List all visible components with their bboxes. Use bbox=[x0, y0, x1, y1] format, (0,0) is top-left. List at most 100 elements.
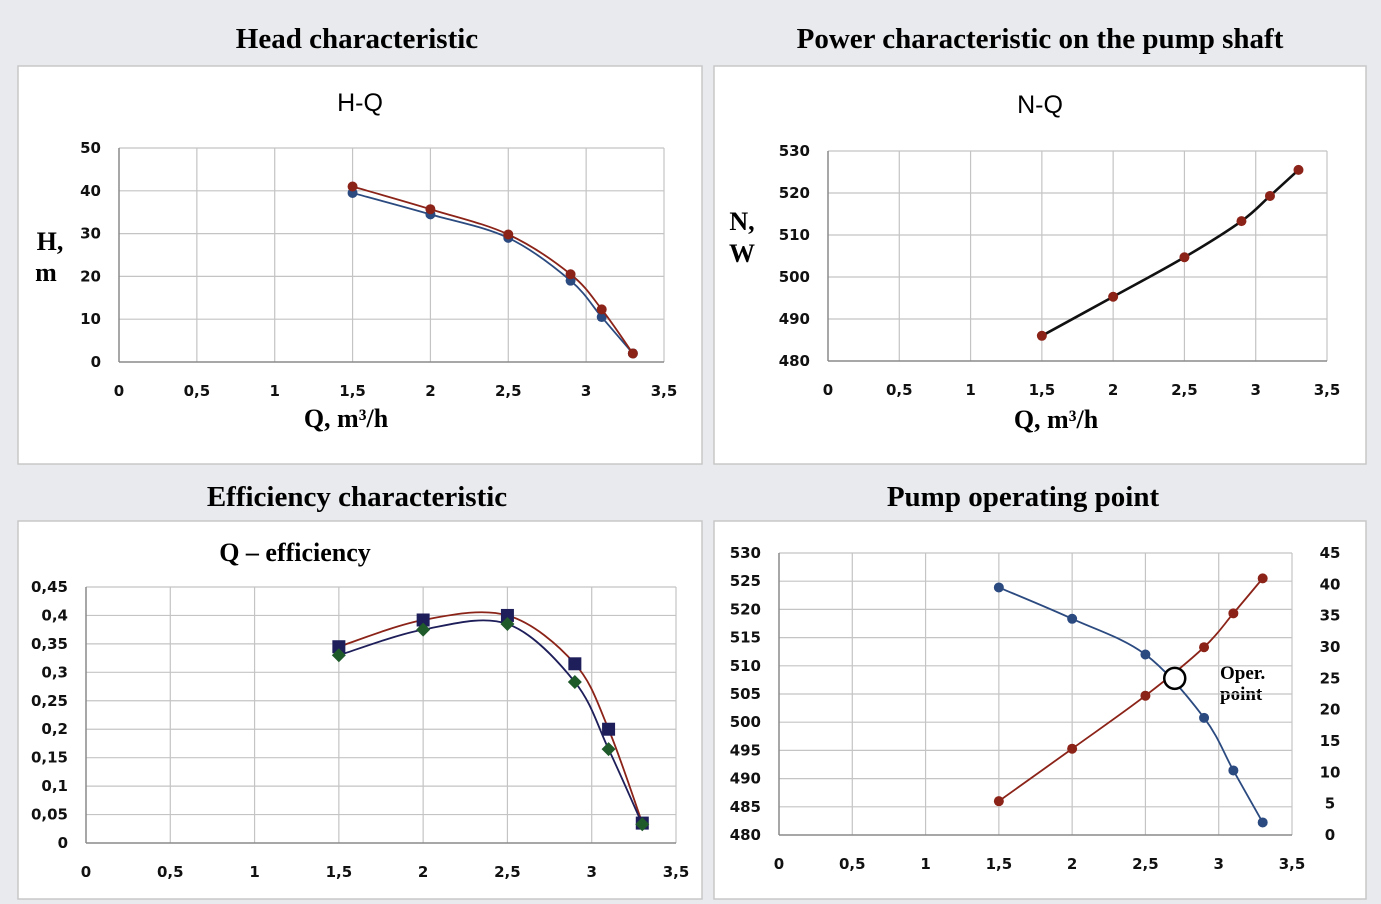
operating-y-tick: 520 bbox=[730, 600, 761, 618]
operating-point-marker bbox=[1162, 666, 1187, 691]
efficiency-y-tick: 0,3 bbox=[41, 663, 68, 681]
operating-y-tick-right: 30 bbox=[1320, 638, 1341, 656]
head-series-1-point bbox=[627, 348, 638, 359]
operating-y-tick: 505 bbox=[730, 685, 761, 703]
efficiency-series-1-line bbox=[338, 619, 644, 825]
operating-series-0-point bbox=[1257, 817, 1268, 828]
power-y-label-line1: N, bbox=[729, 207, 754, 236]
efficiency-series-0-point bbox=[500, 608, 514, 622]
efficiency-chart-title: Q – efficiency bbox=[219, 538, 371, 567]
operating-annotation-line1: Oper. bbox=[1220, 663, 1265, 684]
efficiency-series-0-point bbox=[602, 722, 616, 736]
efficiency-y-tick: 0,4 bbox=[41, 606, 68, 624]
power-y-tick: 490 bbox=[779, 310, 810, 328]
efficiency-series-0-point bbox=[332, 640, 346, 654]
head-x-tick: 1,5 bbox=[339, 382, 366, 400]
head-series-1-point bbox=[596, 304, 607, 315]
operating-y-tick-right: 15 bbox=[1320, 732, 1341, 750]
operating-x-tick: 1 bbox=[920, 855, 930, 873]
head-series-1-point bbox=[565, 269, 576, 280]
operating-series-1-point bbox=[993, 796, 1004, 807]
efficiency-x-tick: 1 bbox=[249, 863, 259, 881]
operating-series-1-point bbox=[1067, 743, 1078, 754]
head-x-label: Q, m³/h bbox=[304, 404, 389, 433]
power-chart-title: N-Q bbox=[1017, 91, 1063, 119]
operating-series-1-point bbox=[1199, 642, 1210, 653]
operating-y-tick-right: 5 bbox=[1325, 795, 1335, 813]
operating-y-tick: 525 bbox=[730, 572, 761, 590]
head-y-tick: 0 bbox=[91, 353, 101, 371]
operating-annotation-bg bbox=[1210, 655, 1296, 710]
efficiency-panel bbox=[17, 520, 703, 900]
efficiency-series-0-line bbox=[338, 611, 644, 824]
power-x-tick: 2 bbox=[1108, 381, 1118, 399]
operating-y-tick-right: 40 bbox=[1320, 575, 1341, 593]
power-y-tick: 480 bbox=[779, 352, 810, 370]
head-x-tick: 0,5 bbox=[184, 382, 211, 400]
efficiency-x-tick: 0 bbox=[81, 863, 91, 881]
head-x-tick: 2 bbox=[425, 382, 435, 400]
operating-series-0-point bbox=[1067, 613, 1078, 624]
operating-series-0-point bbox=[993, 582, 1004, 593]
efficiency-heading: Efficiency characteristic bbox=[207, 481, 507, 513]
operating-series-0-point bbox=[1228, 765, 1239, 776]
head-x-tick: 1 bbox=[269, 382, 279, 400]
head-x-tick: 2,5 bbox=[495, 382, 522, 400]
operating-series-1-point bbox=[1257, 573, 1268, 584]
power-x-label: Q, m³/h bbox=[1014, 405, 1099, 434]
operating-x-tick: 0 bbox=[774, 855, 784, 873]
head-series-1-point bbox=[425, 204, 436, 215]
head-y-label-line2: m bbox=[35, 258, 57, 287]
operating-y-tick-right: 25 bbox=[1320, 669, 1341, 687]
operating-y-tick: 495 bbox=[730, 741, 761, 759]
operating-y-tick-right: 45 bbox=[1320, 544, 1341, 562]
efficiency-series-0-point bbox=[416, 613, 430, 627]
efficiency-x-tick: 0,5 bbox=[157, 863, 184, 881]
operating-y-tick: 490 bbox=[730, 770, 761, 788]
operating-y-tick: 515 bbox=[730, 629, 761, 647]
power-y-tick: 510 bbox=[779, 226, 810, 244]
head-chart-title: H-Q bbox=[337, 89, 383, 117]
operating-series-0-point bbox=[1140, 649, 1151, 660]
power-y-label-line2: W bbox=[729, 239, 755, 268]
head-y-tick: 10 bbox=[80, 310, 101, 328]
power-x-tick: 3 bbox=[1250, 381, 1260, 399]
head-x-tick: 3,5 bbox=[651, 382, 678, 400]
power-x-tick: 1 bbox=[965, 381, 975, 399]
efficiency-series-1-point bbox=[331, 648, 346, 663]
head-y-tick: 50 bbox=[80, 139, 101, 157]
power-series-0-point bbox=[1264, 190, 1275, 201]
operating-y-tick: 530 bbox=[730, 544, 761, 562]
operating-series-0-point bbox=[1199, 712, 1210, 723]
head-y-tick: 40 bbox=[80, 182, 101, 200]
operating-x-tick: 2,5 bbox=[1132, 855, 1159, 873]
head-y-tick: 20 bbox=[80, 267, 101, 285]
head-y-tick: 30 bbox=[80, 225, 101, 243]
efficiency-x-tick: 2,5 bbox=[494, 863, 521, 881]
power-heading: Power characteristic on the pump shaft bbox=[797, 23, 1284, 55]
efficiency-series-1-point bbox=[500, 616, 515, 631]
operating-y-tick-right: 0 bbox=[1325, 826, 1335, 844]
power-series-0-point bbox=[1236, 216, 1247, 227]
power-series-0-point bbox=[1036, 330, 1047, 341]
efficiency-x-tick: 3,5 bbox=[663, 863, 690, 881]
efficiency-y-tick: 0,45 bbox=[31, 578, 68, 596]
power-x-tick: 1,5 bbox=[1029, 381, 1056, 399]
power-y-tick: 500 bbox=[779, 268, 810, 286]
power-panel bbox=[713, 65, 1367, 465]
operating-series-1-point bbox=[1228, 608, 1239, 619]
head-panel bbox=[17, 65, 703, 465]
power-series-0-point bbox=[1179, 252, 1190, 263]
operating-y-tick: 500 bbox=[730, 713, 761, 731]
efficiency-x-tick: 2 bbox=[418, 863, 428, 881]
power-y-tick: 530 bbox=[779, 142, 810, 160]
operating-x-tick: 0,5 bbox=[839, 855, 866, 873]
efficiency-y-tick: 0,25 bbox=[31, 692, 68, 710]
efficiency-y-tick: 0,35 bbox=[31, 635, 68, 653]
operating-series-1-point bbox=[1140, 690, 1151, 701]
operating-y-tick: 480 bbox=[730, 826, 761, 844]
efficiency-x-tick: 1,5 bbox=[326, 863, 353, 881]
operating-x-tick: 1,5 bbox=[986, 855, 1013, 873]
head-heading: Head characteristic bbox=[236, 23, 479, 55]
